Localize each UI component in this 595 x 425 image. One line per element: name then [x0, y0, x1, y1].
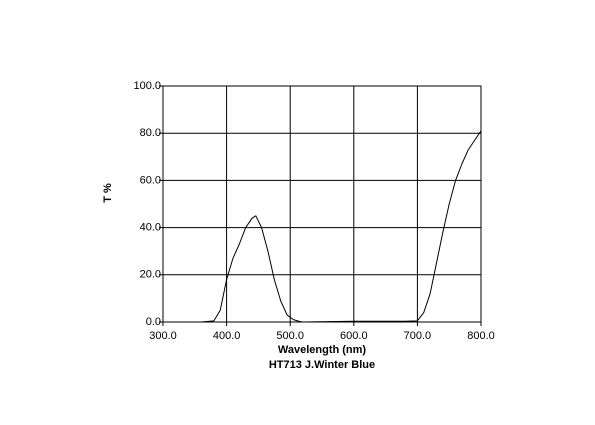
series-line	[201, 130, 482, 323]
x-tick-label: 700.0	[404, 330, 432, 342]
y-tick-label: 80.0	[140, 127, 161, 139]
x-tick-label: 500.0	[276, 330, 304, 342]
x-tick-label: 300.0	[149, 330, 177, 342]
x-tick-label: 600.0	[340, 330, 368, 342]
x-tick-label: 400.0	[213, 330, 241, 342]
y-tick-label: 20.0	[140, 269, 161, 281]
chart-title: HT713 J.Winter Blue	[269, 359, 375, 371]
y-tick-label: 0.0	[146, 316, 161, 328]
y-axis-label: T %	[102, 183, 114, 203]
y-tick-label: 100.0	[133, 80, 161, 92]
x-tick-label: 800.0	[467, 330, 495, 342]
y-tick-label: 60.0	[140, 174, 161, 186]
plot-area	[162, 85, 482, 323]
x-axis-label: Wavelength (nm)	[278, 344, 367, 356]
y-tick-label: 40.0	[140, 222, 161, 234]
